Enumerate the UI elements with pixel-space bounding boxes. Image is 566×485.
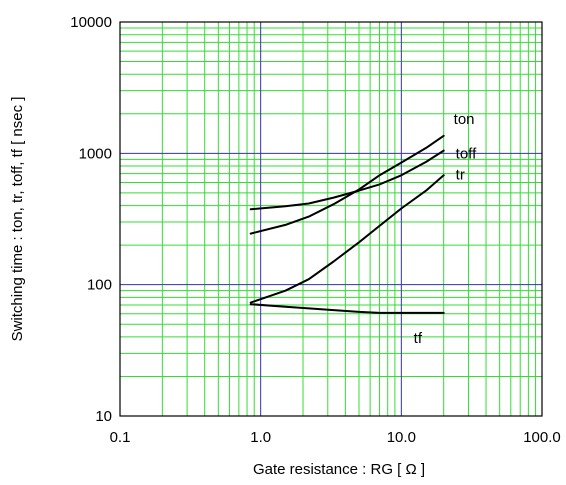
x-tick-label: 1.0	[250, 429, 271, 446]
y-tick-label: 1000	[79, 145, 112, 162]
x-tick-labels: 0.1 1.0 10.0 100.0	[110, 429, 561, 446]
series-lines	[249, 134, 445, 314]
y-tick-label: 10	[95, 408, 112, 425]
x-tick-label: 100.0	[523, 429, 561, 446]
series-line-toff	[249, 149, 445, 211]
x-tick-label: 0.1	[110, 429, 131, 446]
series-label-ton: ton	[454, 111, 475, 128]
y-axis-label: Switching time : ton, tr, toff, tf [ nse…	[9, 97, 26, 342]
y-tick-label: 100	[87, 277, 112, 294]
series-label-tr: tr	[456, 166, 465, 183]
y-tick-label: 10000	[70, 14, 112, 31]
series-label-toff: toff	[456, 146, 477, 163]
minor-grid	[120, 22, 542, 416]
series-line-ton	[249, 134, 445, 235]
major-grid	[120, 22, 542, 416]
plot-frame	[119, 21, 543, 417]
series-line-tr	[249, 174, 445, 304]
x-tick-label: 10.0	[387, 429, 416, 446]
x-axis-label: Gate resistance : RG [ Ω ]	[253, 461, 425, 478]
y-tick-labels: 10 100 1000 10000	[70, 14, 112, 425]
series-line-tf	[249, 303, 445, 314]
series-label-tf: tf	[414, 330, 423, 347]
series-labels: ton toff tr tf	[414, 111, 477, 347]
